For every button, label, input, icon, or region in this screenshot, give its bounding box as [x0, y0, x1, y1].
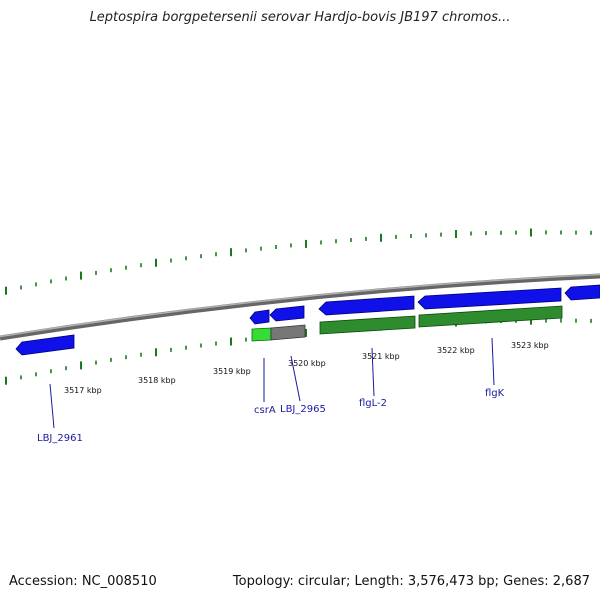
accession-text: Accession: NC_008510 [9, 574, 157, 589]
scale-label: 3523 kbp [511, 341, 549, 350]
leader-lbj-2961 [49, 383, 55, 429]
map-title: Leptospira borgpetersenii serovar Hardjo… [89, 10, 511, 25]
scale-labels: 3517 kbp 3518 kbp 3519 kbp 3520 kbp 3521… [64, 341, 549, 395]
gene-arrow-partial[interactable] [564, 284, 600, 301]
scale-label: 3517 kbp [64, 386, 102, 395]
scale-label: 3521 kbp [362, 352, 400, 361]
gene-leader-lines [49, 337, 495, 429]
leader-flgk [491, 337, 495, 386]
topology-text: Topology: circular; Length: 3,576,473 bp… [232, 574, 590, 589]
gene-arrow-lbj-2961[interactable] [15, 334, 75, 356]
cds-flgk[interactable] [418, 305, 563, 328]
chromosome-backbone [0, 273, 600, 341]
outer-scale-track [5, 228, 592, 295]
gene-label-csra[interactable]: csrA [254, 405, 276, 416]
gene-label-flgl-2[interactable]: flgL-2 [359, 398, 387, 409]
chromosome-backbone-highlight [0, 273, 600, 338]
leader-flgl-2 [371, 347, 375, 397]
gene-arrow-csra[interactable] [249, 309, 270, 325]
scale-label: 3518 kbp [138, 376, 176, 385]
gene-arrow-flgk[interactable] [417, 287, 562, 310]
gene-labels: LBJ_2961 csrA LBJ_2965 flgL-2 flgK [37, 388, 505, 444]
scale-label: 3522 kbp [437, 346, 475, 355]
scale-label: 3520 kbp [288, 359, 326, 368]
scale-label: 3519 kbp [213, 367, 251, 376]
leader-lbj-2965 [290, 355, 301, 402]
cds-track [251, 305, 563, 342]
gene-label-flgk[interactable]: flgK [485, 388, 505, 399]
gene-arrow-flgl-2[interactable] [318, 295, 415, 316]
cds-csra[interactable] [251, 327, 272, 342]
cds-flgl-2[interactable] [319, 315, 416, 335]
cds-lbj-2965-pseudo[interactable] [270, 324, 306, 341]
gene-label-lbj-2961[interactable]: LBJ_2961 [37, 433, 83, 444]
gene-label-lbj-2965[interactable]: LBJ_2965 [280, 404, 326, 415]
gene-track [15, 284, 600, 356]
gene-arrow-lbj-2965[interactable] [269, 305, 305, 322]
